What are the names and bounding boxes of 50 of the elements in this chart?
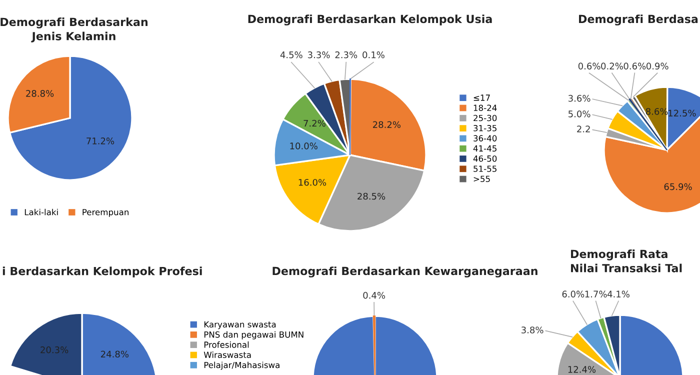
data-label: 4.1%: [607, 290, 630, 298]
legend-label: 36-40: [474, 135, 497, 142]
legend-label: 31-35: [474, 124, 496, 132]
data-label: 10.0%: [290, 142, 318, 150]
legend-label: Perempuan: [82, 209, 128, 217]
data-label: 4.5%: [280, 51, 302, 58]
data-label: 7.2%: [304, 120, 326, 127]
data-label: 24.8%: [100, 350, 129, 358]
data-label: 5.0%: [568, 110, 590, 118]
legend-label: ≤17: [474, 94, 490, 101]
legend-label: >55: [474, 176, 490, 182]
data-label: 20.3%: [40, 346, 68, 354]
data-label: 3.8%: [522, 326, 544, 334]
data-label: 28.5%: [358, 192, 386, 200]
legend-label: Karyawan swasta: [204, 321, 276, 330]
chart-title: Demografi Berdasarkan Jenis Kelamin: [0, 18, 148, 42]
data-label: 0.4%: [363, 292, 386, 299]
legend-label: 18-24: [474, 104, 497, 112]
data-label: 0.6%: [624, 62, 646, 70]
data-label: 28.8%: [26, 90, 54, 97]
legend-label: PNS dan pegawai BUMN: [204, 331, 304, 340]
legend-label: 46-50: [473, 155, 497, 162]
data-label: 71.2%: [86, 138, 114, 144]
data-label: 12.5%: [668, 110, 696, 117]
legend-label: Pelajar/Mahasiswa: [204, 362, 280, 370]
data-label: 12.4%: [568, 366, 596, 373]
legend-label: 51-55: [474, 166, 496, 172]
data-label: 0.9%: [646, 62, 668, 70]
data-label: 0.2%: [601, 62, 623, 70]
data-label: 65.9%: [664, 183, 692, 190]
data-label: 3.3%: [308, 51, 330, 58]
legend-label: 25-30: [474, 114, 497, 122]
data-label: 28.2%: [373, 121, 401, 128]
data-label: 0.6%: [578, 62, 600, 70]
legend-label: Profesional: [204, 341, 249, 348]
data-label: 1.7%: [585, 290, 607, 298]
chart-title: Demografi Berdasarkan Kelompok Usia: [248, 14, 492, 26]
legend-label: Laki-laki: [24, 208, 58, 216]
chart-title: i Berdasarkan Kelompok Profesi: [2, 266, 202, 278]
chart-title: Demografi Rata Nilai Transaksi Tal: [571, 250, 682, 272]
legend-label: Wiraswasta: [204, 352, 251, 358]
data-label: 16.0%: [298, 178, 326, 186]
data-label: 0.1%: [362, 51, 384, 58]
data-label: 2.3%: [335, 51, 358, 58]
data-label: 6.0%: [562, 290, 584, 298]
data-label: 3.6%: [568, 94, 590, 102]
data-label: 2.2: [577, 126, 590, 132]
chart-title: Demografi Berdasa: [579, 14, 698, 26]
chart-title: Demografi Berdasarkan Kewarganegaraan: [272, 266, 538, 278]
legend-label: 41-45: [473, 145, 496, 152]
